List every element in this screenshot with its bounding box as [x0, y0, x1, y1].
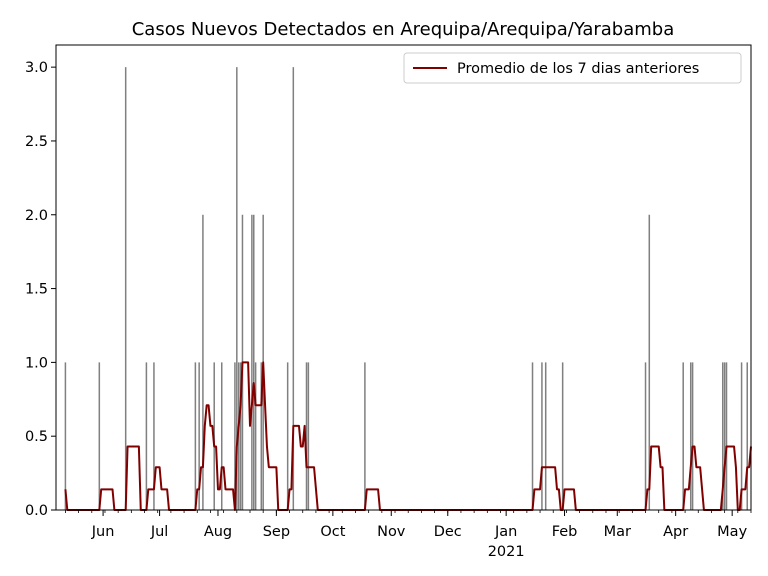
bar — [541, 362, 543, 510]
bar-series — [64, 67, 748, 510]
x-tick-label: Apr — [663, 524, 688, 540]
plot-frame — [55, 44, 752, 511]
bar — [648, 214, 651, 510]
axes: 0.0 0.5 1.0 1.5 2.0 2.5 3.0 Jun Jul Aug Sep Oct Nov D… — [25, 44, 752, 560]
y-tick-label: 0.5 — [25, 429, 48, 445]
x-tick-label: Oct — [320, 524, 345, 540]
x-tick-year-label: 2021 — [488, 544, 525, 560]
bar — [254, 362, 257, 510]
bar — [746, 362, 748, 510]
x-tick-label: May — [717, 524, 747, 540]
bar — [544, 362, 547, 510]
bar — [725, 362, 728, 510]
bar — [292, 67, 295, 510]
y-tick-label: 2.5 — [25, 134, 48, 150]
legend-label: Promedio de los 7 dias anteriores — [457, 61, 699, 77]
bar — [234, 362, 236, 510]
bar — [220, 362, 223, 510]
bar — [286, 362, 289, 510]
bar — [644, 362, 647, 510]
chart-title: Casos Nuevos Detectados en Arequipa/Areq… — [132, 19, 675, 40]
x-tick-label: Dec — [434, 524, 462, 540]
legend-box — [403, 52, 742, 84]
x-tick-label: Jun — [91, 524, 115, 540]
bar — [721, 362, 724, 510]
line-series — [64, 361, 752, 511]
bar — [260, 362, 263, 510]
bar — [202, 214, 204, 510]
bar — [251, 214, 253, 510]
y-tick-label: 2.0 — [25, 208, 48, 224]
bar — [153, 362, 155, 510]
y-tick-label: 1.5 — [25, 282, 48, 298]
y-tick-label: 3.0 — [25, 60, 48, 76]
x-tick-label: Jul — [150, 524, 169, 540]
y-tick-label: 0.0 — [25, 503, 48, 519]
bar — [194, 362, 197, 510]
y-tick-label: 1.0 — [25, 355, 48, 371]
bar — [689, 362, 692, 510]
bar — [364, 362, 366, 510]
x-tick-label: Nov — [377, 524, 406, 540]
x-tick-label: Sep — [263, 524, 290, 540]
bar — [531, 362, 534, 510]
bar — [64, 362, 67, 510]
series-line — [64, 361, 752, 511]
bar — [723, 362, 726, 510]
bar — [307, 362, 310, 510]
bar — [691, 362, 694, 510]
x-tick-label: Mar — [604, 524, 631, 540]
bar — [198, 362, 200, 510]
bar — [98, 362, 101, 510]
legend: Promedio de los 7 dias anteriores — [403, 52, 742, 84]
bar — [124, 67, 127, 510]
bar — [682, 362, 684, 510]
bar — [236, 67, 238, 510]
bar — [740, 362, 743, 510]
bar — [239, 362, 242, 510]
bar — [561, 362, 564, 510]
bar — [145, 362, 148, 510]
bar — [305, 362, 308, 510]
x-tick-label: Feb — [552, 524, 578, 540]
x-tick-label: Aug — [204, 524, 232, 540]
bar — [253, 214, 255, 510]
x-tick-label: Jan — [494, 524, 517, 540]
